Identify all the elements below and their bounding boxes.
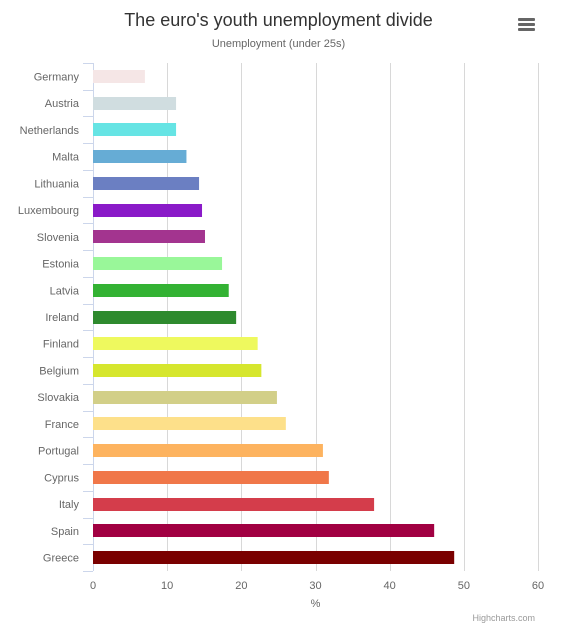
category-label-belgium: Belgium [39,365,79,377]
chart-menu-button[interactable] [514,14,538,36]
x-axis-title: % [311,598,321,610]
highcharts-credit-link[interactable]: Highcharts.com [472,613,535,623]
x-tick-label-20: 20 [235,580,247,592]
category-label-ireland: Ireland [45,312,79,324]
category-label-greece: Greece [43,553,79,565]
x-tick-label-60: 60 [532,580,544,592]
bar-ireland[interactable] [93,311,237,324]
category-label-estonia: Estonia [42,259,80,271]
bar-portugal[interactable] [93,444,323,457]
chart-title: The euro's youth unemployment divide [124,10,433,30]
x-tick-label-50: 50 [458,580,470,592]
x-tick-label-10: 10 [161,580,173,592]
category-label-slovakia: Slovakia [37,392,79,404]
category-label-slovenia: Slovenia [37,232,80,244]
category-label-malta: Malta [52,152,80,164]
bar-lithuania[interactable] [93,177,200,190]
bar-slovenia[interactable] [93,230,205,243]
category-label-netherlands: Netherlands [20,125,80,137]
category-label-france: France [45,419,79,431]
bar-luxembourg[interactable] [93,204,203,217]
category-label-cyprus: Cyprus [44,472,79,484]
bar-italy[interactable] [93,498,375,511]
bar-austria[interactable] [93,97,177,110]
bar-greece[interactable] [93,551,455,564]
bar-belgium[interactable] [93,364,262,377]
category-label-latvia: Latvia [50,285,80,297]
x-tick-label-30: 30 [309,580,321,592]
bar-malta[interactable] [93,150,187,163]
x-tick-label-0: 0 [90,580,96,592]
category-label-portugal: Portugal [38,446,79,458]
category-label-spain: Spain [51,526,79,538]
bar-estonia[interactable] [93,257,223,270]
bar-france[interactable] [93,417,286,430]
bar-latvia[interactable] [93,284,229,297]
chart-subtitle: Unemployment (under 25s) [211,38,346,50]
bar-germany[interactable] [93,70,145,83]
bar-finland[interactable] [93,337,258,350]
bar-cyprus[interactable] [93,471,329,484]
category-label-germany: Germany [34,71,80,83]
category-label-lithuania: Lithuania [34,178,80,190]
bar-slovakia[interactable] [93,391,277,404]
category-label-finland: Finland [43,339,79,351]
bar-netherlands[interactable] [93,123,177,136]
bar-spain[interactable] [93,524,435,537]
category-label-austria: Austria [45,98,80,110]
x-tick-label-40: 40 [384,580,396,592]
category-label-luxembourg: Luxembourg [18,205,79,217]
category-label-italy: Italy [59,499,80,511]
